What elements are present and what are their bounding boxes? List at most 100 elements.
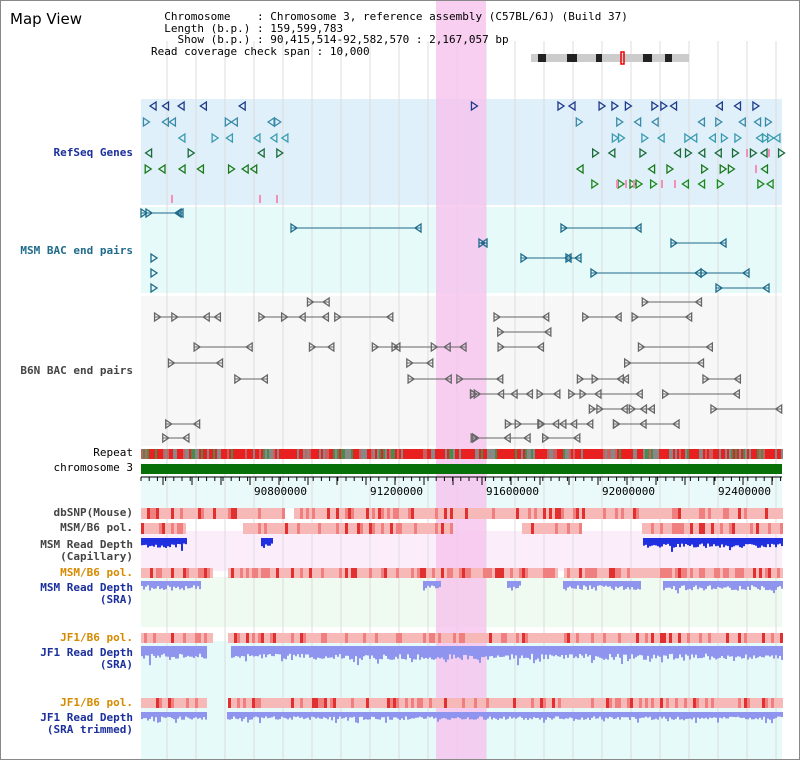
pol-segment xyxy=(192,698,195,708)
axis-tick-label: 91200000 xyxy=(370,485,423,498)
pol-segment xyxy=(657,508,660,519)
track-label-dbsnp[interactable]: dbSNP(Mouse) xyxy=(53,506,133,519)
depth-bar xyxy=(675,646,677,659)
depth-bar xyxy=(251,646,253,656)
feature-arrow xyxy=(628,403,637,415)
repeat-segment xyxy=(659,449,661,459)
depth-bar xyxy=(449,712,451,720)
depth-bar xyxy=(537,712,539,718)
pol-segment xyxy=(486,568,489,578)
pol-segment xyxy=(645,633,648,643)
feature-arrow xyxy=(681,178,690,190)
pol-segment xyxy=(531,633,534,643)
pol-segment xyxy=(639,633,642,643)
pol-segment xyxy=(255,698,258,708)
depth-bar xyxy=(493,712,495,718)
depth-bar xyxy=(613,712,615,720)
depth-bar xyxy=(581,581,583,590)
track-label-b6n-bac[interactable]: B6N BAC end pairs xyxy=(20,364,133,377)
pol-segment xyxy=(438,523,441,534)
track-label-jf1-read-trim-1[interactable]: JF1 Read Depth xyxy=(40,711,133,724)
feature-arrow xyxy=(573,252,582,264)
feature-arrow xyxy=(391,341,400,353)
pol-segment xyxy=(453,568,456,578)
pol-segment xyxy=(699,698,702,708)
repeat-segment xyxy=(437,449,439,459)
pol-segment xyxy=(438,698,441,708)
repeat-segment xyxy=(413,449,415,459)
depth-bar xyxy=(509,646,511,660)
feature-arrow xyxy=(598,100,607,112)
depth-bar xyxy=(759,581,761,590)
track-label-msm-bac[interactable]: MSM BAC end pairs xyxy=(20,244,133,257)
depth-bar xyxy=(205,712,207,720)
track-label-jf1-pol-1[interactable]: JF1/B6 pol. xyxy=(60,631,133,644)
pol-segment xyxy=(774,568,777,578)
depth-bar xyxy=(189,712,191,719)
track-label-msm-pol-1[interactable]: MSM/B6 pol. xyxy=(60,521,133,534)
depth-bar xyxy=(487,712,489,719)
depth-bar xyxy=(287,712,289,720)
feature-arrow xyxy=(579,388,588,400)
track-label-msm-read-sra-1[interactable]: MSM Read Depth xyxy=(40,581,133,594)
repeat-segment xyxy=(457,449,459,459)
depth-bar xyxy=(771,712,773,724)
depth-bar xyxy=(259,646,261,655)
depth-bar xyxy=(291,646,293,660)
depth-bar xyxy=(263,646,265,655)
pol-segment xyxy=(357,568,360,578)
repeat-segment xyxy=(451,449,453,459)
pol-segment xyxy=(573,633,576,643)
feature-arrow xyxy=(472,432,480,444)
repeat-segment xyxy=(277,449,279,459)
pol-segment xyxy=(507,508,510,519)
repeat-segment xyxy=(343,449,345,459)
repeat-segment xyxy=(251,449,253,459)
track-label-msm-pol-2[interactable]: MSM/B6 pol. xyxy=(60,566,133,579)
pol-segment xyxy=(612,568,615,578)
pol-segment xyxy=(375,508,378,519)
depth-bar xyxy=(457,646,459,658)
pol-segment xyxy=(417,508,420,519)
track-label-msm-read-cap-1[interactable]: MSM Read Depth xyxy=(40,538,133,551)
depth-bar xyxy=(255,712,257,717)
pol-segment xyxy=(285,633,288,643)
depth-bar xyxy=(707,581,709,587)
depth-bar xyxy=(635,646,637,658)
pol-segment xyxy=(270,633,273,643)
depth-bar xyxy=(257,712,259,718)
depth-bar xyxy=(675,581,677,591)
depth-bar xyxy=(487,646,489,660)
pol-segment xyxy=(624,508,627,519)
repeat-segment xyxy=(283,449,285,459)
pol-segment xyxy=(354,698,357,708)
pol-segment xyxy=(690,523,693,534)
pol-segment xyxy=(780,633,783,643)
depth-bar xyxy=(233,646,235,658)
depth-bar xyxy=(323,646,325,659)
pol-segment xyxy=(207,633,210,643)
depth-bar xyxy=(779,712,781,717)
track-label-jf1-read-sra-1[interactable]: JF1 Read Depth xyxy=(40,646,133,659)
pol-segment xyxy=(483,698,486,708)
pol-segment xyxy=(600,568,603,578)
depth-bar xyxy=(765,646,767,656)
depth-bar xyxy=(575,581,577,589)
depth-bar xyxy=(695,712,697,723)
depth-bar xyxy=(499,646,501,657)
pol-segment xyxy=(186,698,189,708)
pol-segment xyxy=(243,633,246,643)
track-label-jf1-pol-2[interactable]: JF1/B6 pol. xyxy=(60,696,133,709)
pol-segment xyxy=(141,633,144,643)
depth-bar xyxy=(711,646,713,657)
ideogram-band xyxy=(538,54,546,62)
depth-bar xyxy=(655,646,657,659)
repeat-segment xyxy=(193,449,195,459)
pol-segment xyxy=(666,508,669,519)
depth-bar xyxy=(143,646,145,659)
repeat-segment xyxy=(607,449,609,459)
pol-segment xyxy=(381,633,384,643)
track-label-refseq[interactable]: RefSeq Genes xyxy=(53,146,133,159)
pol-segment xyxy=(387,698,390,708)
